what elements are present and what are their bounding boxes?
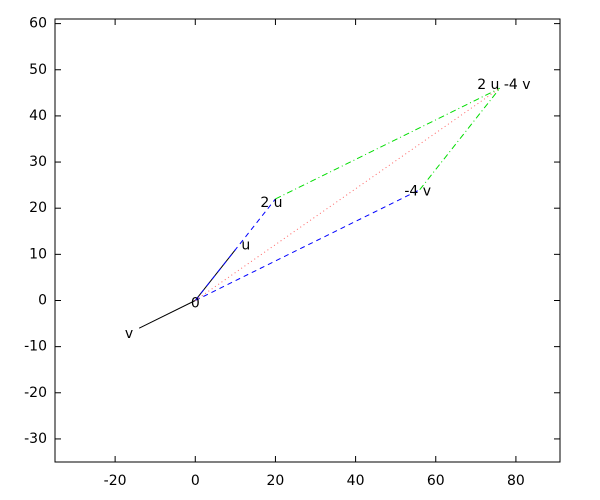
y-tick-label: 10: [29, 246, 47, 262]
x-tick-label: 40: [347, 473, 365, 489]
origin-label: 0: [191, 295, 200, 311]
x-tick-label: 0: [191, 473, 200, 489]
x-tick-label: -20: [104, 473, 127, 489]
y-tick-label: 40: [29, 108, 47, 124]
x-tick-label: 20: [267, 473, 285, 489]
vector-line: [195, 189, 420, 301]
plot-frame: [54, 18, 561, 463]
vector-label: 2 u: [260, 195, 282, 211]
vector-line: [194, 198, 276, 301]
vector-line: [275, 87, 501, 200]
x-tick-label: 80: [507, 473, 525, 489]
y-tick-label: 0: [38, 292, 47, 308]
vector-label: -4 v: [404, 184, 431, 200]
y-tick-label: 20: [29, 200, 47, 216]
vector-line: [138, 300, 196, 329]
y-tick-label: 50: [29, 62, 47, 78]
vector-label: u: [241, 238, 250, 254]
x-tick-label: 60: [427, 473, 445, 489]
vector-label: v: [125, 326, 133, 342]
y-tick-label: -10: [24, 339, 47, 355]
y-tick-label: -30: [24, 431, 47, 447]
y-tick-label: 60: [29, 16, 47, 32]
y-tick-label: 30: [29, 154, 47, 170]
vector-line: [194, 87, 501, 301]
vector-line: [419, 87, 501, 191]
vector-label: 2 u -4 v: [477, 77, 530, 93]
y-tick-label: -20: [24, 385, 47, 401]
